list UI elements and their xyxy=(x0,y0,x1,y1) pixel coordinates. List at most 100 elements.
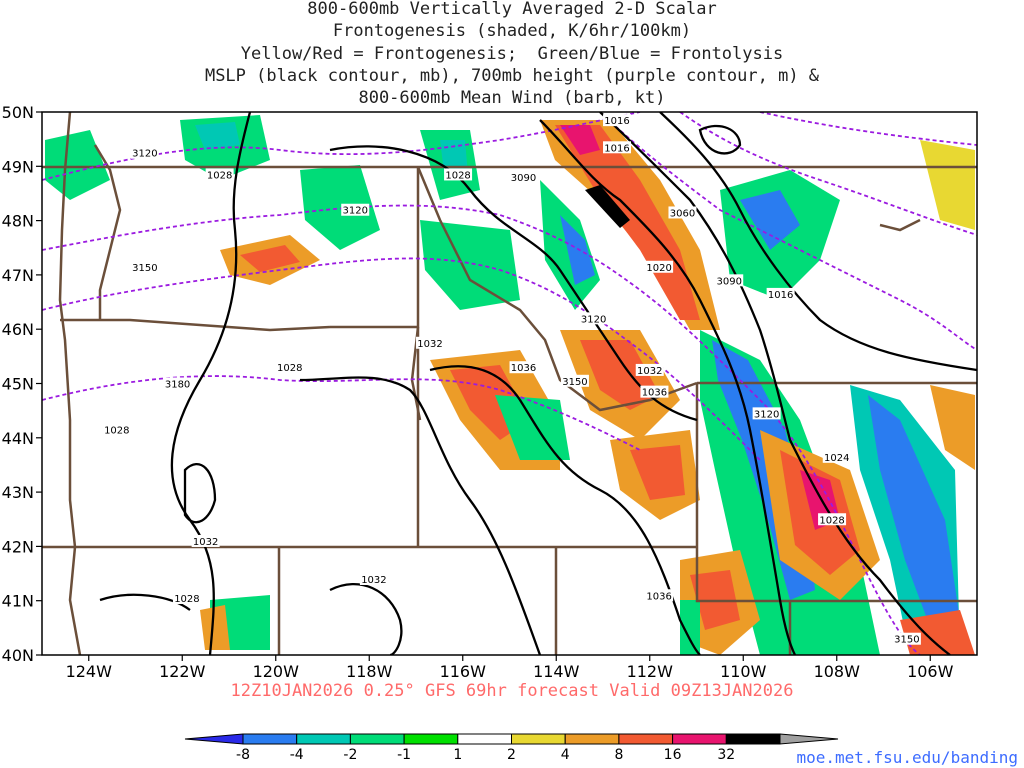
border-wy-co xyxy=(695,383,977,603)
fg-frontolysis-cwa xyxy=(300,165,380,250)
height-label: 3150 xyxy=(562,377,587,388)
colorbar-label: -4 xyxy=(290,747,304,763)
forecast-valid-time: 12Z10JAN2026 0.25° GFS 69hr forecast Val… xyxy=(230,681,794,701)
height-label: 3120 xyxy=(342,206,367,217)
height-label-bg xyxy=(560,374,589,387)
mslp-label: 1028 xyxy=(174,594,199,605)
mslp-label: 1028 xyxy=(207,170,232,181)
height-contour-3180 xyxy=(42,375,641,451)
fg-genesis-east xyxy=(930,385,975,470)
lat-label: 43N xyxy=(2,483,34,502)
border-id-mt xyxy=(416,166,698,412)
mslp-label-bg xyxy=(603,141,632,154)
mslp-label-bg xyxy=(822,450,851,463)
lat-label: 49N xyxy=(2,157,34,176)
height-label: 3090 xyxy=(511,173,536,184)
mslp-contour-1028-west xyxy=(170,112,252,655)
height-label-bg xyxy=(579,312,608,325)
lat-label: 44N xyxy=(2,429,34,448)
lon-label: 122W xyxy=(159,662,206,681)
colorbar-segment xyxy=(296,733,351,745)
height-label-bg xyxy=(892,632,921,645)
source-credit: moe.met.fsu.edu/banding xyxy=(796,748,1018,767)
height-contour-3090 xyxy=(599,112,977,351)
fg-genesis-ut-core xyxy=(630,445,685,500)
fg-genesis-wa-core xyxy=(240,245,300,272)
colorbar-segment xyxy=(725,733,781,745)
colorbar-segment xyxy=(403,733,459,745)
lat-label: 50N xyxy=(2,103,34,122)
colorbar-label: -8 xyxy=(236,747,250,763)
height-label-bg xyxy=(341,203,370,216)
fg-frontolysis-wa-core xyxy=(195,122,240,150)
fg-frontolysis-sut xyxy=(680,600,700,655)
colorbar-segment xyxy=(618,733,674,745)
lon-label: 118W xyxy=(346,662,393,681)
colorbar-label: 8 xyxy=(614,747,623,763)
mslp-label: 1028 xyxy=(819,515,844,526)
height-label: 3180 xyxy=(165,380,190,391)
colorbar-segment xyxy=(511,733,566,745)
colorbar-label: -2 xyxy=(343,747,357,763)
lat-label: 40N xyxy=(2,646,34,665)
height-label-bg xyxy=(130,260,159,273)
fg-genesis-ca xyxy=(200,605,230,650)
lon-label: 110W xyxy=(720,662,767,681)
mslp-contour-1032-south xyxy=(329,583,403,655)
fg-frontolysis-id-core xyxy=(560,215,595,285)
fg-frontolysis-sid xyxy=(495,395,570,460)
mslp-label: 1016 xyxy=(604,143,629,154)
mslp-label: 1036 xyxy=(646,591,671,602)
lat-label: 47N xyxy=(2,266,34,285)
height-label: 3090 xyxy=(716,276,741,287)
colorbar-left-arrow xyxy=(184,733,244,745)
title-line-1: 800-600mb Vertically Averaged 2-D Scalar xyxy=(307,0,717,19)
mslp-label: 1028 xyxy=(445,170,470,181)
height-label: 3060 xyxy=(670,208,695,219)
colorbar-segment xyxy=(457,733,512,745)
mslp-label: 1016 xyxy=(604,116,629,127)
fg-frontolysis-cid xyxy=(420,220,520,310)
height-label: 3150 xyxy=(132,263,157,274)
lon-label: 108W xyxy=(814,662,861,681)
colorbar-segment xyxy=(672,733,727,745)
mslp-label-bg xyxy=(172,591,201,604)
mslp-label-bg xyxy=(205,168,234,181)
height-label: 3120 xyxy=(581,314,606,325)
mslp-label: 1024 xyxy=(824,453,849,464)
mslp-label: 1036 xyxy=(511,363,536,374)
mslp-label: 1032 xyxy=(637,366,662,377)
mslp-label-bg xyxy=(818,513,847,526)
mslp-labels: 1016 1016 1016 1020 1024 1028 1028 1028 1028 1028… xyxy=(102,114,851,605)
colorbar-label: 4 xyxy=(561,747,570,763)
colorbar-segment xyxy=(242,733,298,745)
height-label: 3120 xyxy=(754,409,779,420)
mslp-label: 1036 xyxy=(642,388,667,399)
colorbar-label: 1 xyxy=(453,747,462,763)
mslp-label: 1028 xyxy=(277,363,302,374)
title-line-3: Yellow/Red = Frontogenesis; Green/Blue =… xyxy=(240,44,784,64)
mslp-contour-1016 xyxy=(599,112,951,655)
height-label-bg xyxy=(668,206,697,219)
mslp-contours xyxy=(99,112,977,655)
mslp-contour-high-nv xyxy=(183,463,217,524)
coastline xyxy=(58,112,82,655)
mslp-label-bg xyxy=(645,589,674,602)
mslp-label-bg xyxy=(102,423,131,436)
mslp-label-bg xyxy=(416,336,445,349)
lat-label: 42N xyxy=(2,537,34,556)
lat-label: 45N xyxy=(2,375,34,394)
colorbar-label: 2 xyxy=(507,747,516,763)
mslp-contour-1028-south xyxy=(99,593,191,611)
columbia-river xyxy=(60,318,331,332)
height-label: 3120 xyxy=(132,149,157,160)
mslp-label: 1028 xyxy=(104,426,129,437)
fg-genesis-north xyxy=(560,125,600,155)
height-contour-3060 xyxy=(679,112,977,236)
height-label-bg xyxy=(130,146,159,159)
lon-label: 106W xyxy=(907,662,954,681)
mslp-label-bg xyxy=(635,363,664,376)
colorbar-segment xyxy=(349,733,405,745)
longitude-axis: 124W 122W 120W 118W 116W 114W 112W 110W 108W 106W xyxy=(66,655,954,681)
mslp-label-bg xyxy=(640,385,669,398)
